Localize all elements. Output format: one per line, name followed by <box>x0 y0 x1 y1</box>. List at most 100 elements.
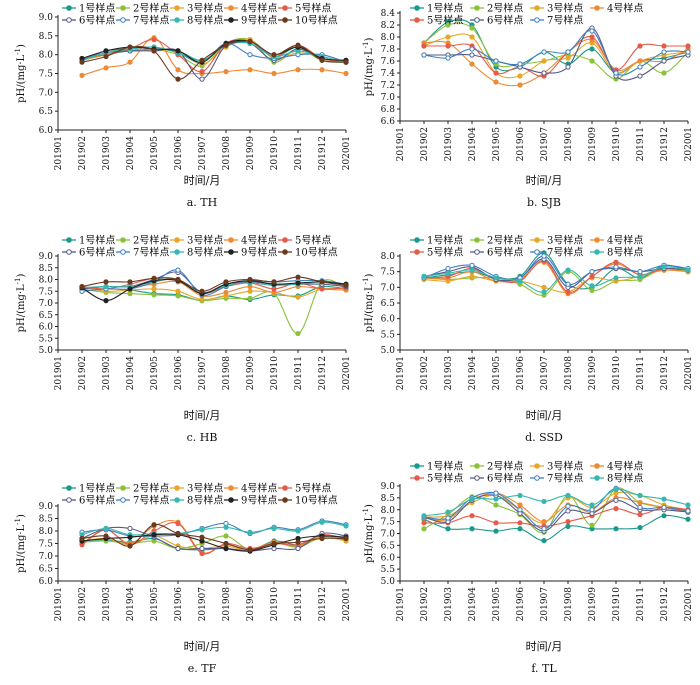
data-point <box>589 34 595 40</box>
legend-swatch-marker <box>120 5 126 11</box>
data-point <box>493 490 499 496</box>
data-point <box>127 279 133 285</box>
data-point <box>247 52 253 58</box>
legend-label: 4号样点 <box>241 234 277 247</box>
x-axis-label: 时间/月 <box>184 174 221 187</box>
x-axis-label: 时间/月 <box>526 174 563 187</box>
data-point <box>295 545 301 552</box>
legend-swatch-marker <box>534 463 540 469</box>
x-tick-label: 201905 <box>492 127 502 162</box>
data-point <box>247 529 253 535</box>
legend-swatch-marker <box>534 17 540 23</box>
data-point <box>541 289 547 295</box>
data-point <box>565 523 571 529</box>
x-tick-label: 201907 <box>198 587 208 622</box>
data-point <box>541 526 547 532</box>
x-tick-label: 201910 <box>612 356 622 391</box>
data-point <box>127 44 133 50</box>
data-point <box>565 64 571 70</box>
legend-swatch-marker <box>174 17 180 23</box>
legend-swatch-marker <box>228 17 234 23</box>
legend-label: 7号样点 <box>133 494 169 507</box>
y-tick-label: 8.5 <box>39 264 54 274</box>
legend-label: 8号样点 <box>187 14 223 27</box>
x-tick-label: 201908 <box>564 127 574 162</box>
data-point <box>319 286 325 292</box>
y-tick-label: 8.2 <box>381 21 395 31</box>
data-point <box>319 67 325 73</box>
data-point <box>589 522 595 528</box>
x-tick-label: 201911 <box>294 356 304 390</box>
y-tick-label: 5.0 <box>381 346 396 356</box>
x-tick-label: 201902 <box>420 127 430 161</box>
data-point <box>517 278 523 284</box>
data-point <box>175 530 181 537</box>
data-point <box>469 267 475 273</box>
data-point <box>469 46 475 52</box>
data-point <box>565 519 571 525</box>
x-tick-label: 201907 <box>540 587 550 622</box>
x-tick-label: 201904 <box>468 587 478 622</box>
legend-swatch-marker <box>414 17 420 23</box>
x-axis-label: 时间/月 <box>526 640 563 653</box>
legend-swatch-marker <box>174 497 180 503</box>
data-point <box>589 28 595 34</box>
legend-label: 4号样点 <box>241 482 277 495</box>
data-point <box>199 550 205 557</box>
x-tick-label: 201912 <box>318 136 328 170</box>
data-point <box>469 52 475 58</box>
y-tick-label: 8.0 <box>39 527 54 537</box>
legend-label: 2号样点 <box>133 2 169 15</box>
data-point <box>493 275 499 281</box>
x-axis-label: 时间/月 <box>526 409 563 422</box>
data-point <box>319 279 325 285</box>
data-point <box>445 515 451 521</box>
data-point <box>541 498 547 505</box>
data-point <box>469 513 475 519</box>
series-line-6 <box>424 27 689 81</box>
data-point <box>661 496 667 502</box>
data-point <box>103 53 109 60</box>
legend-swatch-marker <box>228 237 234 243</box>
x-tick-label: 201905 <box>150 136 160 171</box>
x-axis-label: 时间/月 <box>184 409 221 422</box>
data-point <box>223 279 229 285</box>
data-point <box>343 59 349 65</box>
data-point <box>175 293 181 299</box>
y-tick-label: 7.0 <box>39 88 54 98</box>
legend-label: 2号样点 <box>133 234 169 247</box>
data-point <box>223 42 229 48</box>
data-point <box>685 516 691 522</box>
legend-label: 6号样点 <box>487 14 523 27</box>
data-point <box>223 69 229 75</box>
series-line-8 <box>423 488 689 517</box>
chart-panel-1: 6.0 6.5 7.0 7.5 8.0 8.5 9.0 201901 201902 201903 2… <box>14 2 352 210</box>
legend-swatch-marker <box>474 5 480 11</box>
x-tick-label: 201907 <box>198 356 208 391</box>
data-point <box>613 264 619 270</box>
data-point <box>295 330 301 337</box>
y-tick-label: 5.5 <box>39 334 54 344</box>
legend-label: 4号样点 <box>241 2 277 15</box>
chart-panel-3: 5.0 5.56.0 6.5 7.0 7.58.0 8.5 9.0 201901 201902 2… <box>14 234 352 445</box>
data-point <box>637 504 643 510</box>
data-point <box>103 279 109 285</box>
legend-label: 6号样点 <box>487 246 523 259</box>
data-point <box>661 70 667 76</box>
x-tick-label: 201910 <box>270 587 280 622</box>
data-point <box>445 526 451 532</box>
y-axis-label-sup: -1 <box>362 508 370 515</box>
data-point <box>421 513 427 519</box>
y-axis-label-sup: -1 <box>14 48 22 55</box>
x-tick-label: 201903 <box>444 127 454 162</box>
data-point <box>271 279 277 285</box>
legend-label: 4号样点 <box>607 460 643 473</box>
legend-swatch-marker <box>414 249 420 255</box>
data-point <box>637 500 643 506</box>
x-tick-label: 201903 <box>102 356 112 391</box>
data-point <box>637 524 643 531</box>
y-tick-label: 9.0 <box>39 13 54 23</box>
data-point <box>151 532 157 538</box>
